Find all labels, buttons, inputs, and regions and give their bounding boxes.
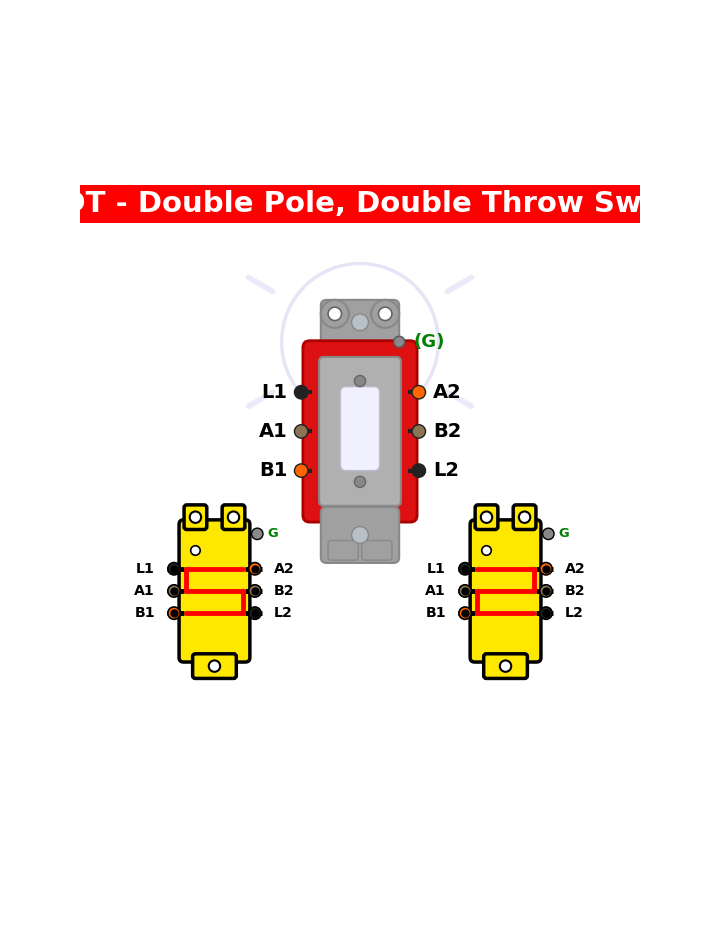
- Circle shape: [248, 563, 261, 575]
- Circle shape: [251, 528, 263, 539]
- FancyBboxPatch shape: [321, 299, 399, 359]
- FancyBboxPatch shape: [341, 387, 379, 471]
- Circle shape: [168, 585, 180, 597]
- FancyBboxPatch shape: [193, 654, 236, 678]
- Text: L1: L1: [136, 562, 155, 576]
- Circle shape: [459, 563, 472, 575]
- Text: DPDT - Double Pole, Double Throw Switch: DPDT - Double Pole, Double Throw Switch: [16, 190, 704, 219]
- Circle shape: [321, 299, 348, 328]
- Circle shape: [248, 607, 261, 619]
- Circle shape: [248, 585, 261, 597]
- Text: A2: A2: [565, 562, 586, 576]
- Text: B1: B1: [259, 461, 287, 480]
- Circle shape: [351, 526, 369, 543]
- Text: A2: A2: [274, 562, 294, 576]
- Text: B2: B2: [274, 584, 294, 598]
- Circle shape: [354, 476, 366, 487]
- Text: A2: A2: [433, 383, 462, 402]
- Circle shape: [459, 607, 472, 619]
- Circle shape: [519, 512, 530, 523]
- Text: L1: L1: [261, 383, 287, 402]
- Circle shape: [412, 386, 426, 399]
- FancyBboxPatch shape: [513, 505, 536, 529]
- FancyBboxPatch shape: [470, 520, 541, 662]
- Text: L2: L2: [565, 606, 584, 620]
- Circle shape: [168, 607, 180, 619]
- Circle shape: [412, 425, 426, 438]
- Text: DPDT - Double Pole, Double Throw Switch: DPDT - Double Pole, Double Throw Switch: [1, 189, 719, 218]
- Text: B1: B1: [135, 606, 155, 620]
- FancyBboxPatch shape: [361, 540, 392, 560]
- Circle shape: [328, 307, 341, 321]
- Circle shape: [412, 464, 426, 477]
- FancyBboxPatch shape: [321, 507, 399, 563]
- Circle shape: [294, 464, 308, 477]
- Circle shape: [540, 585, 552, 597]
- Circle shape: [540, 607, 552, 619]
- Text: (G): (G): [413, 333, 444, 351]
- Circle shape: [540, 563, 552, 575]
- FancyBboxPatch shape: [303, 340, 417, 522]
- FancyBboxPatch shape: [179, 520, 250, 662]
- Circle shape: [543, 528, 554, 539]
- Text: G: G: [559, 527, 570, 540]
- FancyBboxPatch shape: [222, 505, 245, 529]
- Text: A1: A1: [426, 584, 446, 598]
- Circle shape: [294, 386, 308, 399]
- FancyBboxPatch shape: [80, 185, 640, 221]
- Circle shape: [190, 512, 201, 523]
- Text: A1: A1: [258, 422, 287, 441]
- Circle shape: [394, 337, 405, 348]
- Text: L2: L2: [274, 606, 293, 620]
- Circle shape: [481, 512, 492, 523]
- FancyBboxPatch shape: [80, 185, 640, 223]
- Text: B1: B1: [426, 606, 446, 620]
- Text: B2: B2: [433, 422, 461, 441]
- Circle shape: [482, 546, 491, 555]
- FancyBboxPatch shape: [184, 505, 207, 529]
- FancyBboxPatch shape: [319, 357, 401, 506]
- Circle shape: [372, 299, 399, 328]
- Text: A1: A1: [134, 584, 155, 598]
- Circle shape: [228, 512, 239, 523]
- Circle shape: [354, 376, 366, 387]
- FancyBboxPatch shape: [328, 540, 359, 560]
- Text: L1: L1: [427, 562, 446, 576]
- Circle shape: [500, 660, 511, 671]
- Circle shape: [351, 313, 369, 331]
- Text: B2: B2: [565, 584, 585, 598]
- Text: L2: L2: [433, 461, 459, 480]
- FancyBboxPatch shape: [475, 505, 498, 529]
- Circle shape: [379, 307, 392, 321]
- FancyBboxPatch shape: [484, 654, 527, 678]
- Circle shape: [459, 585, 472, 597]
- Circle shape: [168, 563, 180, 575]
- Text: G: G: [268, 527, 279, 540]
- Circle shape: [294, 425, 308, 438]
- Circle shape: [191, 546, 200, 555]
- Circle shape: [209, 660, 220, 671]
